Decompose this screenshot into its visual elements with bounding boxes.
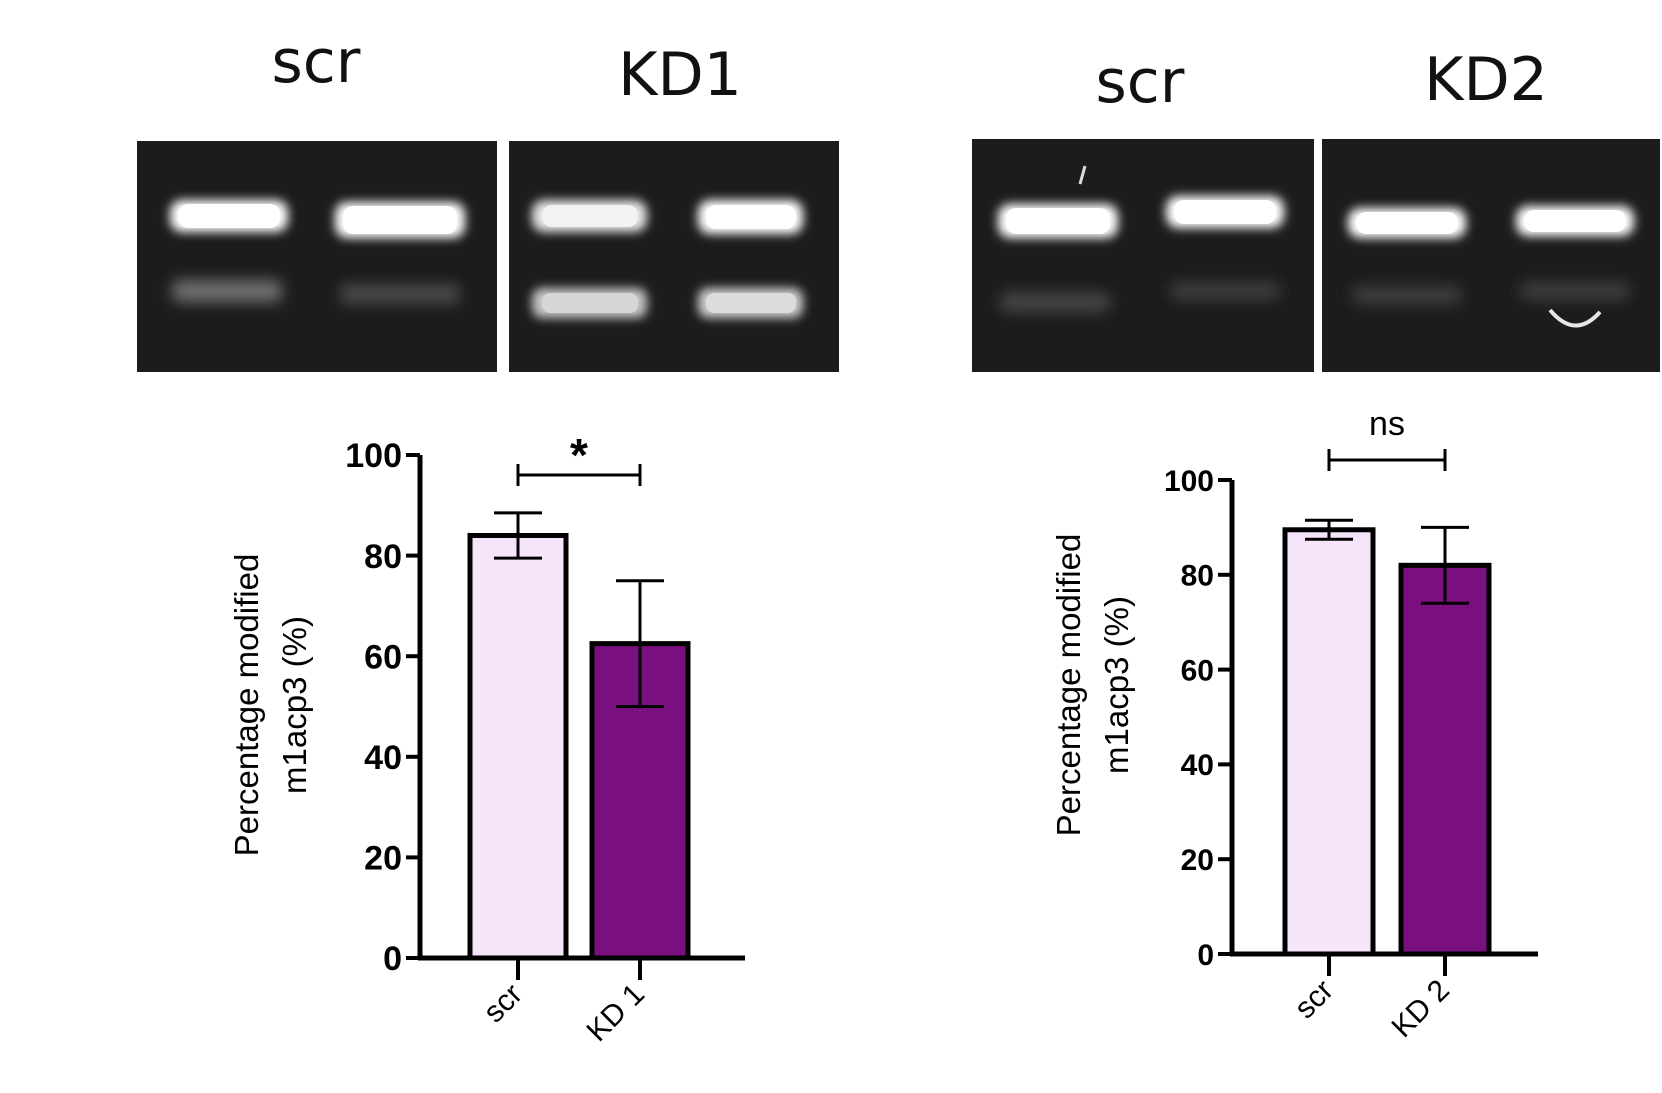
y-axis-label-line1: Percentage modified bbox=[228, 554, 265, 857]
error-bar-1 bbox=[616, 579, 664, 708]
chart-left: 0 20 40 60 80 100 scr KD 1 Percentage modified m1… bbox=[228, 429, 745, 1048]
x-category-label: scr bbox=[477, 978, 529, 1030]
chart-right: 0 20 40 60 80 100 scr KD 2 Percentage modified m1… bbox=[1050, 405, 1538, 1044]
y-tick-label: 60 bbox=[1181, 654, 1214, 687]
significance-bracket bbox=[1327, 449, 1447, 471]
y-tick-label: 0 bbox=[383, 940, 402, 978]
x-category-label: KD 1 bbox=[580, 978, 651, 1049]
y-axis-label-line1: Percentage modified bbox=[1050, 534, 1087, 837]
y-tick-label: 40 bbox=[364, 739, 402, 777]
significance-label: * bbox=[570, 429, 588, 481]
y-tick-label: 80 bbox=[364, 538, 402, 576]
error-bar-0 bbox=[494, 511, 542, 560]
bar-kd bbox=[1398, 562, 1492, 957]
y-tick-label: 100 bbox=[1164, 465, 1214, 498]
gel-label-left-kd1: KD1 bbox=[618, 40, 742, 110]
y-tick-label: 20 bbox=[364, 840, 402, 878]
bar-scr bbox=[467, 532, 569, 961]
gel-image-right-kd2 bbox=[1322, 139, 1660, 372]
x-category-label: KD 2 bbox=[1385, 974, 1456, 1045]
significance-label: ns bbox=[1369, 405, 1405, 443]
y-axis-label-line2: m1acp3 (%) bbox=[1098, 596, 1135, 774]
x-category-label: scr bbox=[1288, 974, 1340, 1026]
gel-label-right-scr: scr bbox=[1096, 47, 1185, 117]
gel-label-left-scr: scr bbox=[272, 27, 361, 97]
y-tick-label: 60 bbox=[364, 638, 402, 676]
y-tick-label: 20 bbox=[1181, 844, 1214, 877]
gel-image-left-kd1 bbox=[509, 141, 839, 372]
y-tick-label: 0 bbox=[1197, 939, 1214, 972]
y-tick-label: 80 bbox=[1181, 560, 1214, 593]
y-axis-label-line2: m1acp3 (%) bbox=[276, 616, 313, 794]
bar-scr bbox=[1282, 527, 1376, 957]
gel-image-left-scr bbox=[137, 141, 497, 372]
error-bar-0 bbox=[1305, 518, 1353, 541]
gel-label-right-kd2: KD2 bbox=[1424, 45, 1548, 115]
significance-bracket bbox=[516, 464, 642, 486]
error-bar-1 bbox=[1421, 525, 1469, 605]
y-tick-label: 100 bbox=[345, 437, 402, 475]
y-tick-label: 40 bbox=[1181, 749, 1214, 782]
gel-image-right-scr bbox=[972, 139, 1314, 372]
